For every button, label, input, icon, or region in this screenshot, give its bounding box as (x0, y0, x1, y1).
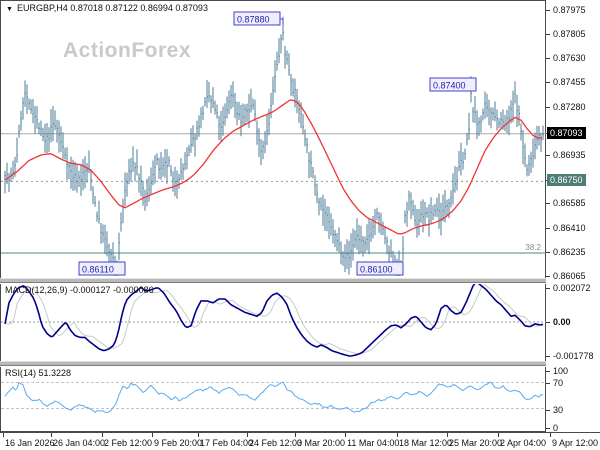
time-label: 26 Jan 04:00 (53, 438, 106, 448)
scale-tick (546, 383, 550, 384)
scale-tick (546, 371, 550, 372)
time-label: 24 Feb 12:00 (249, 438, 303, 448)
scale-label: 100 (553, 366, 569, 376)
time-tick (550, 433, 551, 437)
rsi-label: RSI(14) 51.3228 (5, 368, 72, 378)
current-price-marker: 0.87093 (547, 127, 586, 139)
macd-signal-line (5, 284, 543, 355)
macd-main-line (4, 284, 544, 357)
scale-label: 0.87280 (553, 102, 586, 112)
time-label: 2 Apr 04:00 (500, 438, 547, 448)
price-chart-canvas[interactable]: 38.2 0.87880 0.87400 0.86110 0.86100 (1, 1, 547, 279)
ohlc-values: 0.87018 0.87122 0.86994 0.87093 (70, 3, 208, 13)
macd-label: MACD(12,26,9) -0.000127 -0.000086 (5, 285, 154, 295)
time-scale[interactable]: 16 Jan 2026 26 Jan 04:00 2 Feb 12:00 9 Feb … (0, 432, 600, 450)
price-annotation-box (233, 11, 281, 26)
panel-splitter-macd[interactable] (0, 278, 546, 283)
scale-tick (546, 410, 550, 411)
scale-label: 0.86410 (553, 223, 586, 233)
scale-tick (546, 276, 550, 277)
scale-tick (546, 155, 550, 156)
scale-tick (546, 288, 550, 289)
scale-label: 0.86235 (553, 247, 586, 257)
time-tick (295, 433, 296, 437)
scale-tick (546, 34, 550, 35)
time-label: 3 Mar 20:00 (297, 438, 346, 448)
scale-tick (546, 10, 550, 11)
price-annotation-box (429, 77, 477, 92)
symbol-label: EURGBP,H4 (16, 3, 68, 13)
macd-canvas[interactable] (1, 284, 547, 362)
price-annotation-text: 0.87400 (433, 81, 466, 91)
watermark: ActionForex (63, 39, 192, 62)
scale-label: 0 (553, 423, 559, 433)
fib-382-label: 38.2 (525, 243, 541, 252)
scale-tick (546, 428, 550, 429)
scale-tick (546, 228, 550, 229)
time-tick (102, 433, 103, 437)
macd-panel[interactable]: MACD(12,26,9) -0.000127 -0.000086 (0, 284, 547, 362)
scale-tick (546, 107, 550, 108)
time-label: 2 Feb 12:00 (104, 438, 153, 448)
rsi-line (4, 381, 544, 414)
scale-label: 0.86935 (553, 150, 586, 160)
price-panel[interactable]: ActionForex 38.2 0.87880 0.87400 0.86110 0.8… (0, 0, 547, 279)
time-tick (345, 433, 346, 437)
scale-label: 0.87805 (553, 29, 586, 39)
time-label: 18 Mar 12:00 (399, 438, 453, 448)
price-annotation-text: 0.86110 (82, 265, 114, 275)
chart-header: ▼ EURGBP,H4 0.87018 0.87122 0.86994 0.870… (6, 3, 208, 13)
time-label: 25 Mar 20:00 (449, 438, 503, 448)
scale-label: 0.87975 (553, 5, 586, 15)
time-tick (198, 433, 199, 437)
time-tick (247, 433, 248, 437)
price-annotation-box (78, 261, 126, 276)
scale-label: 0.86065 (553, 271, 586, 281)
time-label: 17 Feb 04:00 (200, 438, 254, 448)
moving-average-line (4, 99, 543, 235)
scale-tick (546, 82, 550, 83)
time-tick (397, 433, 398, 437)
scale-label: 0.002072 (553, 283, 591, 293)
price-annotation-box (356, 261, 404, 276)
scale-tick (546, 203, 550, 204)
scale-label: -0.001778 (553, 351, 594, 361)
scale-tick (546, 252, 550, 253)
time-label: 9 Feb 20:00 (154, 438, 203, 448)
level-price-marker: 0.86750 (547, 174, 586, 186)
scale-label: 0.87630 (553, 53, 586, 63)
rsi-panel[interactable]: RSI(14) 51.3228 (0, 367, 547, 432)
scale-tick (546, 58, 550, 59)
time-tick (447, 433, 448, 437)
price-annotation-text: 0.87880 (237, 15, 270, 25)
scale-label: 0.87455 (553, 77, 586, 87)
time-tick (3, 433, 4, 437)
rsi-canvas[interactable] (1, 367, 547, 432)
time-label: 9 Apr 12:00 (552, 438, 599, 448)
time-label: 16 Jan 2026 (5, 438, 55, 448)
scale-tick (546, 356, 550, 357)
time-tick (498, 433, 499, 437)
time-label: 11 Mar 04:00 (347, 438, 400, 448)
chevron-down-icon[interactable]: ▼ (6, 6, 13, 13)
time-tick (152, 433, 153, 437)
time-tick (51, 433, 52, 437)
price-annotation-text: 0.86100 (360, 265, 393, 275)
scale-tick (546, 322, 550, 323)
panel-splitter-rsi[interactable] (0, 361, 546, 366)
scale-label: 0.00 (553, 317, 571, 327)
scale-label: 70 (553, 378, 564, 388)
scale-label: 0.86585 (553, 198, 586, 208)
price-scale[interactable]: 0.87975 0.87805 0.87630 0.87455 0.87280 0.870… (546, 0, 600, 433)
scale-label: 30 (553, 405, 564, 415)
